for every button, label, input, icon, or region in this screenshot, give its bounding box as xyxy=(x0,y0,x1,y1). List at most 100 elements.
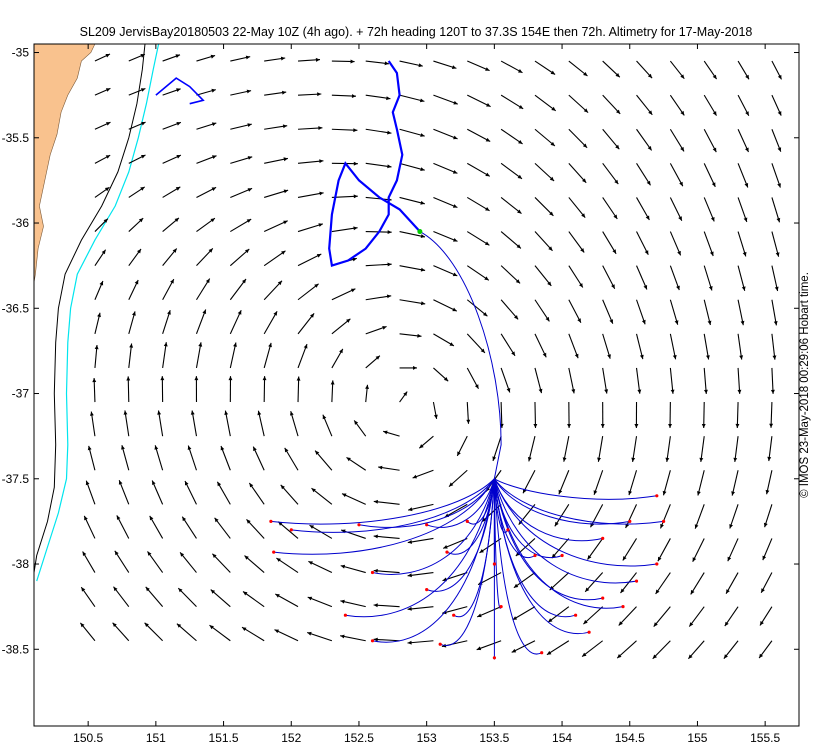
current-arrow-head xyxy=(152,480,156,485)
current-arrow xyxy=(500,162,523,180)
current-arrow-head xyxy=(618,621,623,626)
current-arrow-head xyxy=(597,457,601,462)
current-arrow-head xyxy=(175,186,181,191)
current-arrow xyxy=(314,450,333,471)
current-arrow xyxy=(766,470,773,495)
current-arrow-head xyxy=(211,187,217,191)
current-arrow-head xyxy=(514,315,519,320)
current-arrow-head xyxy=(167,310,171,315)
current-arrow-head xyxy=(160,376,165,381)
current-arrow-head xyxy=(759,653,764,659)
current-arrow xyxy=(771,333,776,360)
forecast-trajectory xyxy=(439,478,495,646)
current-arrow xyxy=(244,555,265,573)
current-arrow xyxy=(500,299,519,320)
current-arrow-head xyxy=(420,234,425,238)
current-arrow xyxy=(191,410,198,437)
current-arrow-head xyxy=(452,170,458,174)
current-arrow-head xyxy=(141,155,146,159)
current-arrow-head xyxy=(210,54,216,59)
current-arrow-head xyxy=(175,54,180,58)
current-arrow-head xyxy=(315,57,320,62)
current-arrow-head xyxy=(777,111,782,116)
current-arrow-head xyxy=(769,423,774,428)
current-arrow xyxy=(128,343,133,369)
current-arrow-head xyxy=(739,355,744,360)
current-arrow-head xyxy=(762,555,767,561)
current-arrow-head xyxy=(453,100,458,105)
current-arrow xyxy=(88,445,96,471)
current-arrow-head xyxy=(516,244,521,249)
current-arrow xyxy=(442,537,468,549)
current-arrow-head xyxy=(466,419,471,424)
current-arrow-head xyxy=(680,74,685,79)
current-arrow-head xyxy=(375,355,380,360)
current-arrow xyxy=(466,299,488,317)
current-arrow xyxy=(511,640,536,653)
current-arrow xyxy=(669,197,683,222)
forecast-trajectory xyxy=(493,478,502,609)
forecast-trajectory xyxy=(372,478,495,575)
current-arrow xyxy=(311,487,333,505)
current-arrow-head xyxy=(140,88,146,92)
glider-track-nw xyxy=(155,77,205,105)
current-arrow-head xyxy=(99,281,104,286)
current-arrow xyxy=(284,447,299,471)
x-tick-label: 155.5 xyxy=(750,731,780,745)
depth-contour-cyan xyxy=(36,44,160,582)
forecast-end-marker xyxy=(343,613,347,617)
current-arrow xyxy=(433,94,458,105)
forecast-end-marker xyxy=(465,519,469,524)
current-arrow xyxy=(248,482,265,505)
forecast-end-marker xyxy=(655,562,659,566)
current-arrow-head xyxy=(94,345,99,350)
current-arrow-head xyxy=(639,354,644,360)
current-arrow-head xyxy=(140,186,145,191)
current-arrow xyxy=(669,231,682,256)
current-arrow xyxy=(467,60,490,72)
current-arrow-head xyxy=(163,342,168,347)
current-arrow-head xyxy=(620,588,625,593)
current-arrow-head xyxy=(105,54,110,58)
current-arrow-head xyxy=(141,121,146,126)
current-arrow-head xyxy=(611,284,615,289)
current-arrow xyxy=(584,572,604,593)
current-arrow-head xyxy=(233,342,237,347)
current-arrow xyxy=(616,640,637,659)
current-arrow-head xyxy=(407,573,412,578)
current-arrow xyxy=(341,493,366,505)
current-arrow-head xyxy=(350,59,355,64)
current-arrow-head xyxy=(237,310,242,315)
current-arrow xyxy=(331,128,358,131)
current-arrow xyxy=(534,128,556,147)
current-arrow xyxy=(703,299,711,326)
current-arrow-head xyxy=(538,388,543,394)
current-arrow-head xyxy=(283,157,288,162)
current-arrow xyxy=(737,231,747,257)
current-arrow-head xyxy=(387,230,392,234)
forecast-trajectory xyxy=(291,478,495,533)
imos-credit: © IMOS 23-May-2018 00:29:06 Hobart time. xyxy=(799,272,811,498)
current-arrow-head xyxy=(246,219,252,223)
current-arrow xyxy=(635,367,641,394)
current-arrow-head xyxy=(724,621,729,627)
current-arrow xyxy=(593,470,604,495)
current-arrow xyxy=(433,265,458,277)
current-arrow-head xyxy=(760,621,764,626)
current-arrow xyxy=(90,411,96,437)
current-arrow xyxy=(151,480,164,505)
current-arrow-head xyxy=(777,183,781,188)
current-arrow xyxy=(568,367,575,394)
current-arrow xyxy=(602,163,619,185)
current-arrow xyxy=(373,570,400,574)
current-arrow xyxy=(636,265,648,290)
current-arrow-head xyxy=(81,587,86,592)
current-arrow xyxy=(669,299,679,325)
current-arrow-head xyxy=(274,629,279,634)
current-arrow xyxy=(602,265,616,289)
current-arrow xyxy=(407,640,434,644)
current-arrow-head xyxy=(585,587,590,592)
current-arrow-head xyxy=(418,63,423,68)
current-arrow xyxy=(534,231,553,252)
